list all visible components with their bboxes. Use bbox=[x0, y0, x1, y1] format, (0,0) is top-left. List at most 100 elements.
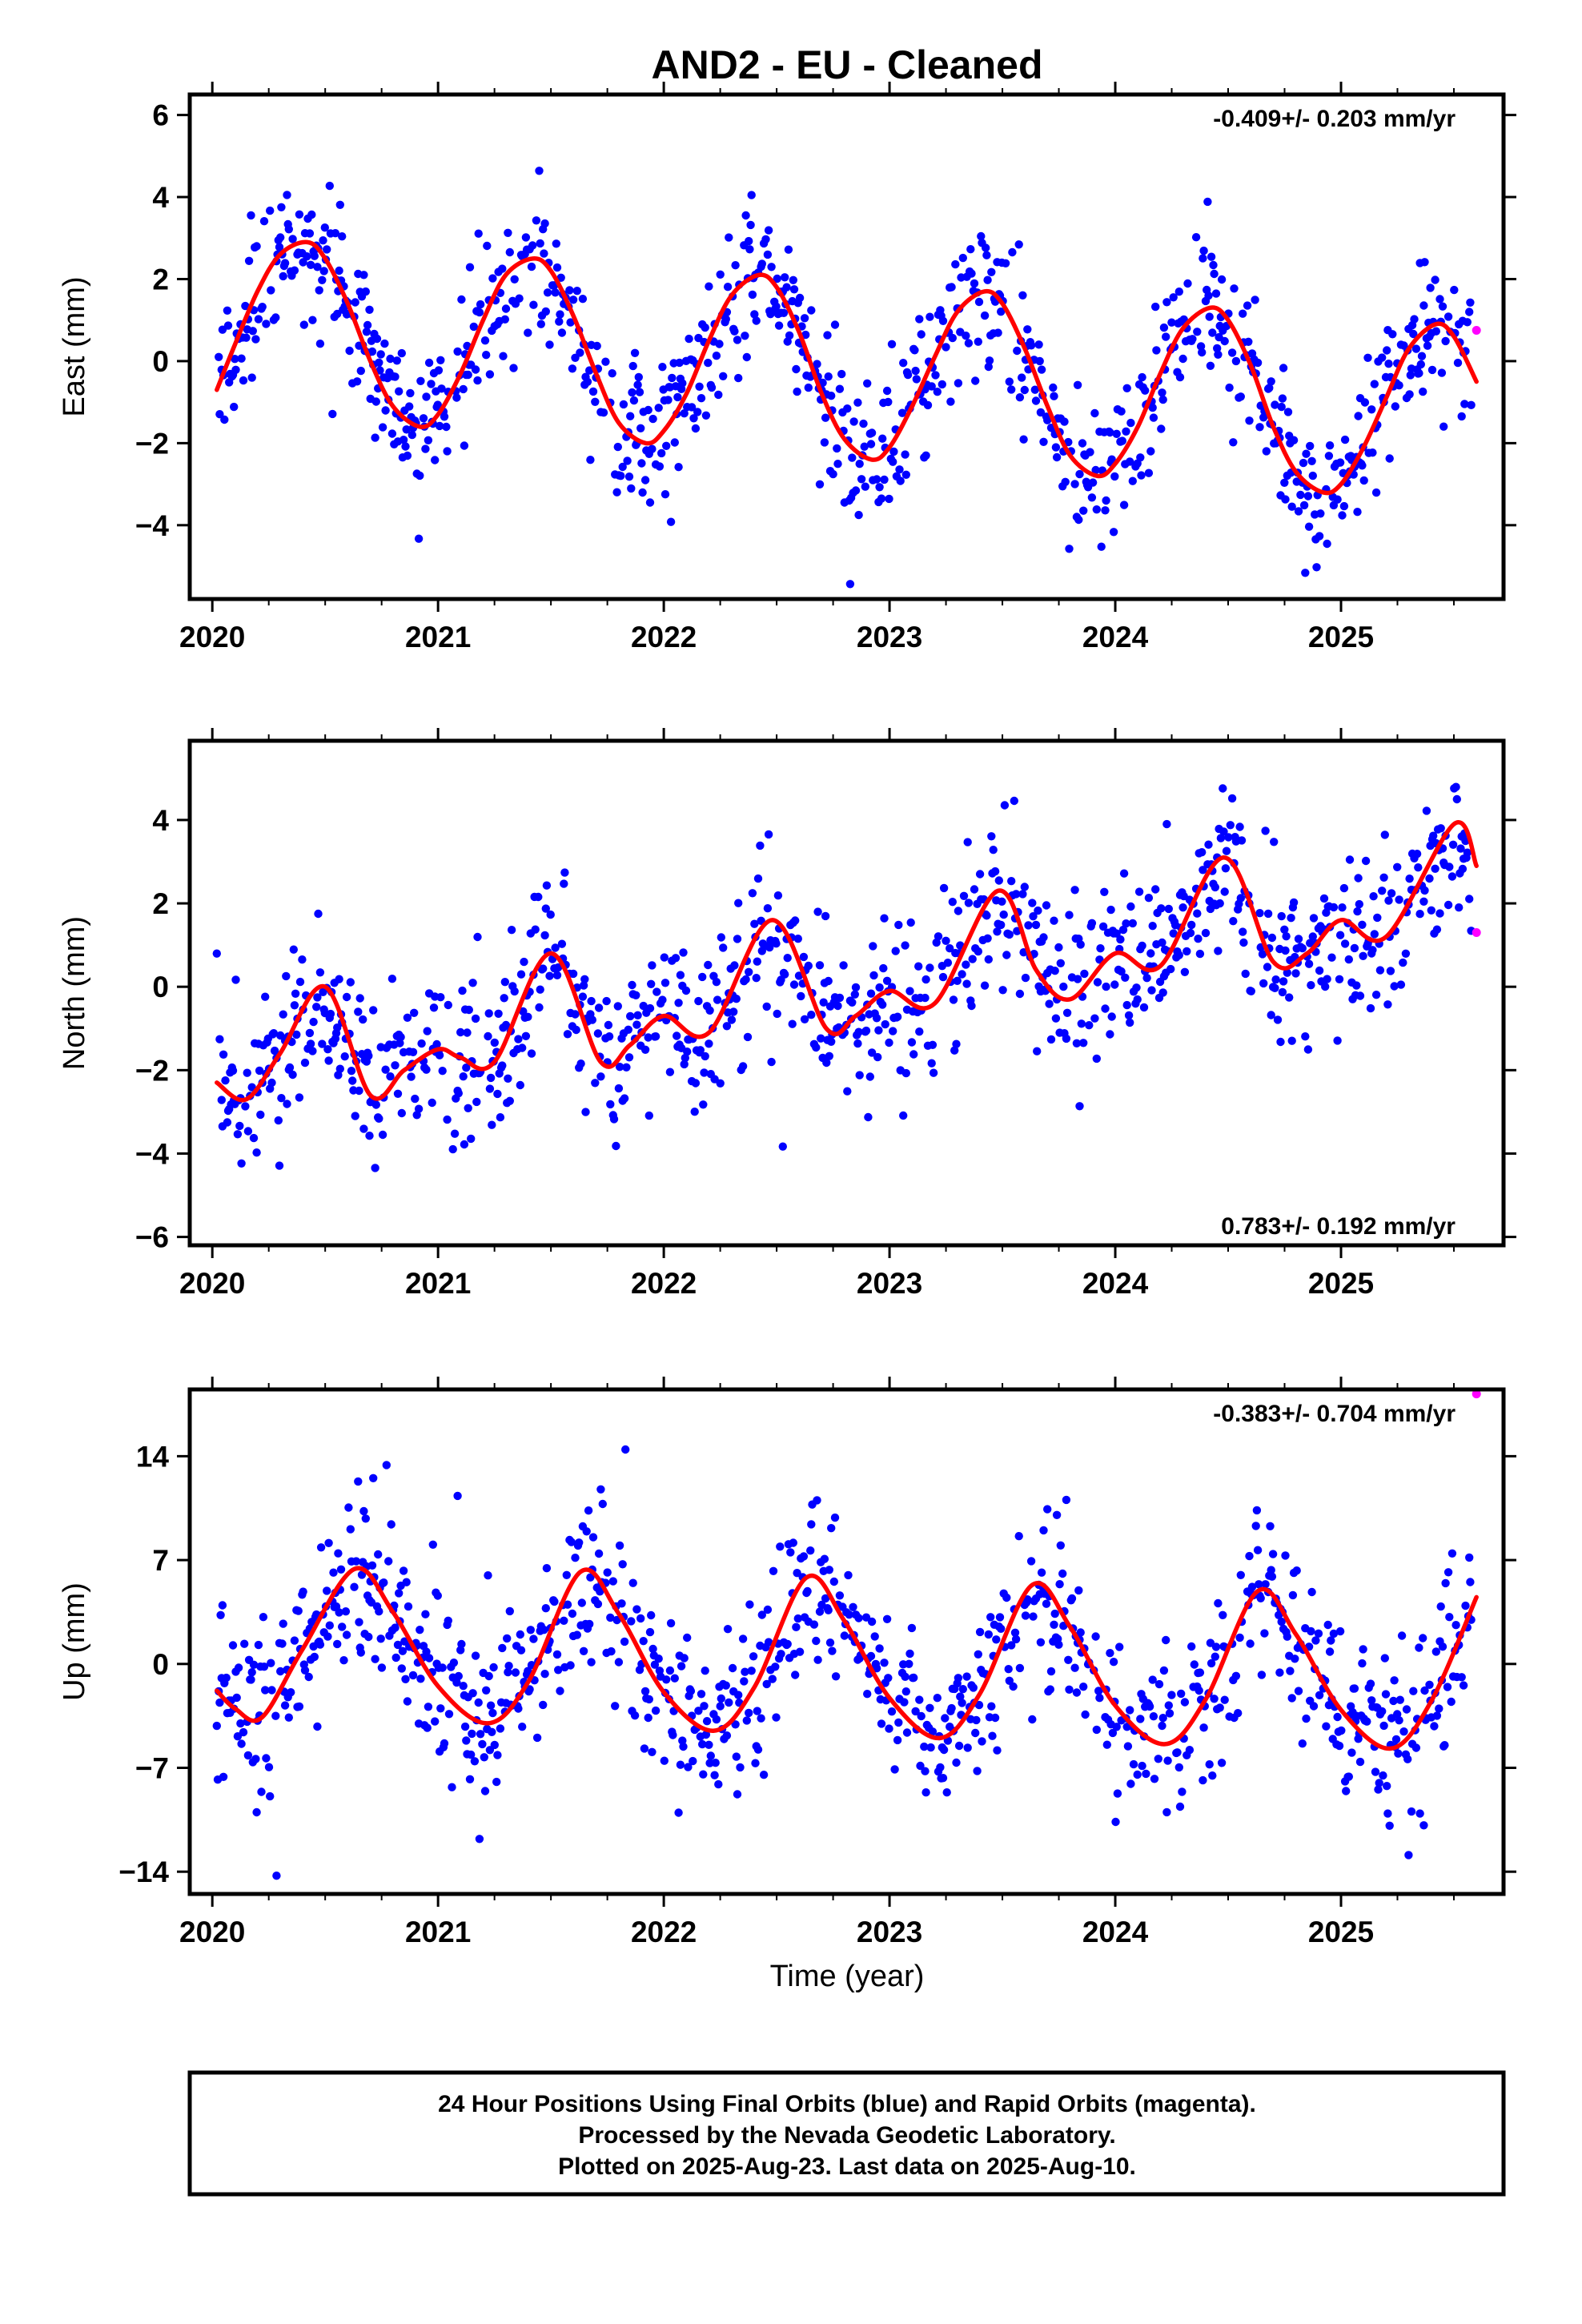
east-final-point bbox=[1294, 507, 1303, 516]
east-final-point bbox=[1416, 360, 1426, 369]
east-final-point bbox=[528, 241, 537, 250]
up-final-point bbox=[529, 1634, 538, 1643]
east-final-point bbox=[1335, 458, 1345, 467]
up-final-point bbox=[825, 1566, 834, 1574]
up-final-point bbox=[887, 1707, 897, 1716]
up-final-point bbox=[333, 1639, 342, 1649]
north-final-point bbox=[326, 1009, 335, 1019]
north-final-point bbox=[541, 904, 550, 913]
north-final-point bbox=[815, 961, 825, 970]
up-final-point bbox=[947, 1703, 956, 1713]
up-final-point bbox=[542, 1564, 552, 1573]
east-rate-label: -0.409+/- 0.203 mm/yr bbox=[1213, 106, 1456, 132]
east-rapid-point bbox=[1472, 326, 1481, 335]
up-final-point bbox=[1425, 1680, 1434, 1689]
up-final-point bbox=[636, 1614, 645, 1623]
north-final-point bbox=[730, 961, 739, 970]
east-final-point bbox=[535, 167, 544, 175]
east-final-point bbox=[616, 472, 625, 480]
north-final-point bbox=[1271, 983, 1279, 993]
north-final-point bbox=[448, 1144, 457, 1154]
north-final-point bbox=[323, 1045, 332, 1054]
east-final-point bbox=[654, 404, 663, 412]
north-final-point bbox=[873, 1052, 882, 1062]
north-final-point bbox=[464, 1005, 473, 1015]
north-final-point bbox=[498, 1061, 507, 1070]
north-final-point bbox=[410, 1008, 419, 1018]
east-y-tick-label: 6 bbox=[152, 99, 169, 132]
north-final-point bbox=[1119, 869, 1129, 878]
north-final-point bbox=[1093, 978, 1102, 987]
north-final-point bbox=[1419, 897, 1428, 907]
east-final-point bbox=[1031, 396, 1041, 405]
north-final-point bbox=[324, 1056, 333, 1065]
up-final-point bbox=[579, 1647, 588, 1655]
north-final-point bbox=[335, 1064, 344, 1073]
north-final-point bbox=[1287, 1036, 1296, 1045]
up-final-point bbox=[313, 1722, 322, 1731]
north-final-point bbox=[788, 1019, 797, 1028]
up-final-point bbox=[1337, 1726, 1346, 1735]
north-final-point bbox=[1282, 932, 1291, 941]
north-final-point bbox=[578, 992, 588, 1001]
up-final-point bbox=[666, 1618, 676, 1628]
up-final-point bbox=[807, 1520, 816, 1529]
east-final-point bbox=[933, 388, 942, 396]
east-final-point bbox=[1236, 392, 1246, 401]
east-final-point bbox=[747, 191, 756, 199]
east-final-point bbox=[275, 243, 284, 251]
up-final-point bbox=[1257, 1671, 1267, 1679]
up-final-point bbox=[789, 1538, 797, 1547]
up-final-point bbox=[901, 1687, 911, 1696]
east-final-point bbox=[313, 263, 322, 271]
north-final-point bbox=[519, 1007, 528, 1016]
east-final-point bbox=[1227, 348, 1237, 357]
north-final-point bbox=[854, 1027, 863, 1036]
north-final-point bbox=[1368, 946, 1377, 955]
north-final-point bbox=[934, 932, 943, 941]
up-final-point bbox=[404, 1602, 413, 1611]
north-final-point bbox=[249, 1133, 259, 1143]
east-final-point bbox=[612, 488, 621, 497]
north-final-point bbox=[1139, 1003, 1149, 1012]
east-final-point bbox=[387, 429, 397, 438]
up-final-point bbox=[803, 1586, 812, 1596]
up-final-point bbox=[627, 1617, 636, 1626]
up-final-point bbox=[459, 1682, 468, 1691]
up-final-point bbox=[1195, 1668, 1205, 1677]
north-final-point bbox=[295, 1093, 304, 1102]
north-final-point bbox=[534, 892, 543, 902]
east-final-point bbox=[1385, 454, 1394, 463]
up-final-point bbox=[228, 1641, 238, 1650]
north-final-point bbox=[891, 947, 900, 955]
up-final-point bbox=[753, 1707, 761, 1715]
north-final-point bbox=[762, 1002, 771, 1011]
up-final-point bbox=[1275, 1668, 1284, 1677]
up-final-point bbox=[1378, 1707, 1387, 1716]
north-final-point bbox=[371, 1100, 380, 1109]
east-final-point bbox=[280, 259, 290, 267]
up-final-point bbox=[1260, 1629, 1269, 1638]
east-final-point bbox=[815, 480, 825, 489]
east-final-point bbox=[1060, 417, 1069, 426]
east-final-point bbox=[1074, 515, 1083, 525]
north-final-point bbox=[1436, 824, 1445, 833]
north-final-point bbox=[821, 911, 830, 921]
north-final-point bbox=[576, 1059, 585, 1068]
up-final-point bbox=[572, 1630, 581, 1639]
north-final-point bbox=[493, 1089, 502, 1099]
east-final-point bbox=[363, 320, 372, 330]
north-final-point bbox=[467, 1134, 476, 1144]
east-final-point bbox=[351, 298, 359, 307]
north-final-point bbox=[507, 926, 516, 935]
east-final-point bbox=[1183, 279, 1192, 288]
east-final-point bbox=[416, 471, 424, 480]
east-final-point bbox=[485, 370, 495, 379]
up-final-point bbox=[588, 1533, 598, 1542]
east-final-point bbox=[434, 366, 444, 375]
up-final-point bbox=[607, 1647, 616, 1656]
east-final-point bbox=[1005, 377, 1014, 386]
up-final-point bbox=[1347, 1748, 1356, 1757]
north-final-point bbox=[1384, 896, 1393, 905]
